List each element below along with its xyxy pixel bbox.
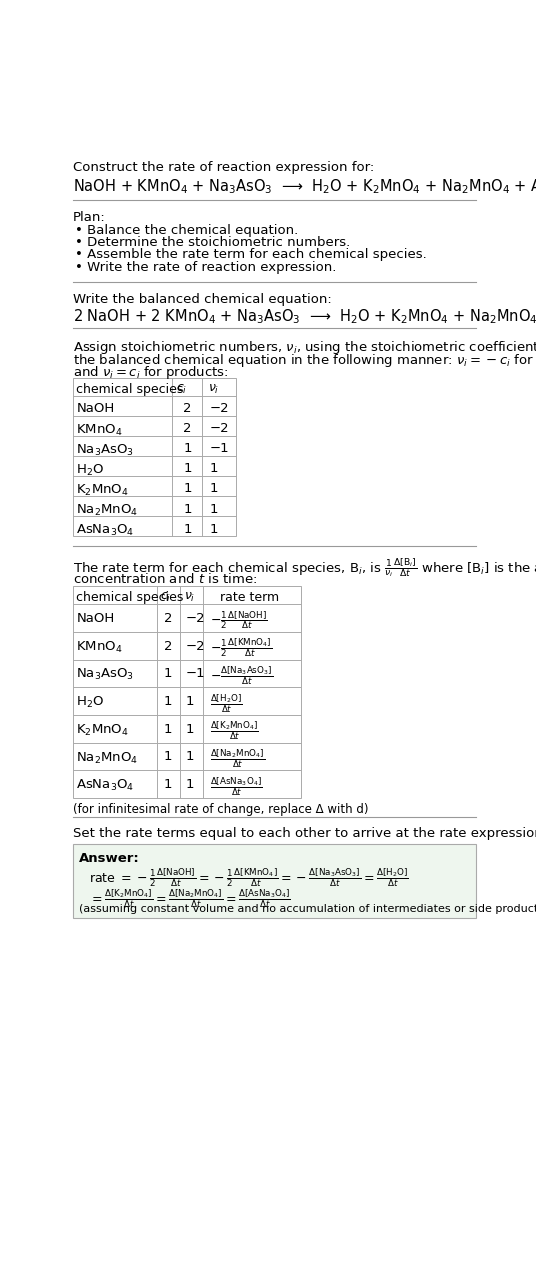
- Bar: [73, 586, 301, 798]
- Text: chemical species: chemical species: [76, 591, 184, 604]
- Text: $-\frac{\Delta[\mathrm{Na_3AsO_3}]}{\Delta t}$: $-\frac{\Delta[\mathrm{Na_3AsO_3}]}{\Del…: [210, 664, 273, 687]
- Text: H$_2$O: H$_2$O: [76, 463, 105, 478]
- Text: 1: 1: [183, 522, 192, 535]
- Text: 1: 1: [185, 695, 194, 708]
- Text: Construct the rate of reaction expression for:: Construct the rate of reaction expressio…: [73, 161, 375, 175]
- Text: NaOH: NaOH: [76, 402, 115, 416]
- Text: • Assemble the rate term for each chemical species.: • Assemble the rate term for each chemic…: [75, 249, 427, 261]
- Text: −1: −1: [210, 443, 229, 455]
- Text: 1: 1: [185, 751, 194, 763]
- Text: $\frac{\Delta[\mathrm{AsNa_3O_4}]}{\Delta t}$: $\frac{\Delta[\mathrm{AsNa_3O_4}]}{\Delt…: [210, 775, 262, 798]
- Text: −2: −2: [210, 402, 229, 416]
- Text: rate $= -\frac{1}{2}\frac{\Delta[\mathrm{NaOH}]}{\Delta t} = -\frac{1}{2}\frac{\: rate $= -\frac{1}{2}\frac{\Delta[\mathrm…: [88, 866, 408, 889]
- Text: 2: 2: [164, 639, 173, 653]
- Text: KMnO$_4$: KMnO$_4$: [76, 639, 123, 654]
- Text: $\nu_i$: $\nu_i$: [184, 591, 196, 604]
- Text: 1: 1: [164, 751, 173, 763]
- Bar: [73, 844, 476, 918]
- Text: (assuming constant volume and no accumulation of intermediates or side products): (assuming constant volume and no accumul…: [79, 904, 536, 914]
- Text: NaOH + KMnO$_4$ + Na$_3$AsO$_3$  ⟶  H$_2$O + K$_2$MnO$_4$ + Na$_2$MnO$_4$ + AsNa: NaOH + KMnO$_4$ + Na$_3$AsO$_3$ ⟶ H$_2$O…: [73, 176, 536, 195]
- Text: NaOH: NaOH: [76, 612, 115, 625]
- Text: 1: 1: [210, 502, 218, 516]
- Text: 1: 1: [210, 483, 218, 496]
- Text: K$_2$MnO$_4$: K$_2$MnO$_4$: [76, 723, 129, 738]
- Text: The rate term for each chemical species, B$_i$, is $\frac{1}{\nu_i}\frac{\Delta[: The rate term for each chemical species,…: [73, 557, 536, 579]
- Text: $\frac{\Delta[\mathrm{Na_2MnO_4}]}{\Delta t}$: $\frac{\Delta[\mathrm{Na_2MnO_4}]}{\Delt…: [210, 747, 265, 770]
- Text: 1: 1: [164, 667, 173, 681]
- Text: Na$_2$MnO$_4$: Na$_2$MnO$_4$: [76, 502, 138, 517]
- Text: −2: −2: [210, 422, 229, 435]
- Text: rate term: rate term: [220, 591, 280, 604]
- Text: 1: 1: [164, 695, 173, 708]
- Text: 1: 1: [185, 723, 194, 735]
- Text: $\frac{\Delta[\mathrm{H_2O}]}{\Delta t}$: $\frac{\Delta[\mathrm{H_2O}]}{\Delta t}$: [210, 692, 242, 715]
- Text: 1: 1: [164, 779, 173, 791]
- Text: Na$_3$AsO$_3$: Na$_3$AsO$_3$: [76, 667, 135, 682]
- Text: 1: 1: [210, 463, 218, 476]
- Text: 1: 1: [183, 483, 192, 496]
- Text: −2: −2: [185, 639, 205, 653]
- Text: 1: 1: [164, 723, 173, 735]
- Text: • Determine the stoichiometric numbers.: • Determine the stoichiometric numbers.: [75, 236, 350, 249]
- Text: $-\frac{1}{2}\frac{\Delta[\mathrm{NaOH}]}{\Delta t}$: $-\frac{1}{2}\frac{\Delta[\mathrm{NaOH}]…: [210, 609, 267, 630]
- Text: $c_i$: $c_i$: [176, 383, 188, 397]
- Text: the balanced chemical equation in the following manner: $\nu_i = -c_i$ for react: the balanced chemical equation in the fo…: [73, 351, 536, 369]
- Text: • Write the rate of reaction expression.: • Write the rate of reaction expression.: [75, 261, 336, 274]
- Text: 1: 1: [183, 443, 192, 455]
- Text: $= \frac{\Delta[\mathrm{K_2MnO_4}]}{\Delta t} = \frac{\Delta[\mathrm{Na_2MnO_4}]: $= \frac{\Delta[\mathrm{K_2MnO_4}]}{\Del…: [88, 888, 291, 910]
- Text: −1: −1: [185, 667, 205, 681]
- Text: Write the balanced chemical equation:: Write the balanced chemical equation:: [73, 293, 332, 306]
- Text: −2: −2: [185, 612, 205, 625]
- Text: 2 NaOH + 2 KMnO$_4$ + Na$_3$AsO$_3$  ⟶  H$_2$O + K$_2$MnO$_4$ + Na$_2$MnO$_4$ + : 2 NaOH + 2 KMnO$_4$ + Na$_3$AsO$_3$ ⟶ H$…: [73, 307, 536, 326]
- Text: $-\frac{1}{2}\frac{\Delta[\mathrm{KMnO_4}]}{\Delta t}$: $-\frac{1}{2}\frac{\Delta[\mathrm{KMnO_4…: [210, 637, 272, 659]
- Text: Plan:: Plan:: [73, 210, 106, 223]
- Text: 1: 1: [183, 463, 192, 476]
- Text: concentration and $t$ is time:: concentration and $t$ is time:: [73, 572, 257, 586]
- Text: (for infinitesimal rate of change, replace Δ with d): (for infinitesimal rate of change, repla…: [73, 803, 369, 815]
- Text: $\frac{\Delta[\mathrm{K_2MnO_4}]}{\Delta t}$: $\frac{\Delta[\mathrm{K_2MnO_4}]}{\Delta…: [210, 720, 258, 742]
- Text: $\nu_i$: $\nu_i$: [208, 383, 219, 397]
- Text: AsNa$_3$O$_4$: AsNa$_3$O$_4$: [76, 779, 135, 794]
- Text: 2: 2: [183, 422, 192, 435]
- Bar: [73, 378, 236, 536]
- Text: and $\nu_i = c_i$ for products:: and $\nu_i = c_i$ for products:: [73, 364, 229, 380]
- Text: Answer:: Answer:: [79, 852, 140, 865]
- Text: 1: 1: [210, 522, 218, 535]
- Text: Assign stoichiometric numbers, $\nu_i$, using the stoichiometric coefficients, $: Assign stoichiometric numbers, $\nu_i$, …: [73, 340, 536, 356]
- Text: chemical species: chemical species: [76, 383, 184, 396]
- Text: KMnO$_4$: KMnO$_4$: [76, 422, 123, 437]
- Text: H$_2$O: H$_2$O: [76, 695, 105, 710]
- Text: 1: 1: [185, 779, 194, 791]
- Text: Set the rate terms equal to each other to arrive at the rate expression:: Set the rate terms equal to each other t…: [73, 828, 536, 841]
- Text: 1: 1: [183, 502, 192, 516]
- Text: AsNa$_3$O$_4$: AsNa$_3$O$_4$: [76, 522, 135, 538]
- Text: 2: 2: [183, 402, 192, 416]
- Text: Na$_2$MnO$_4$: Na$_2$MnO$_4$: [76, 751, 138, 766]
- Text: • Balance the chemical equation.: • Balance the chemical equation.: [75, 223, 298, 237]
- Text: K$_2$MnO$_4$: K$_2$MnO$_4$: [76, 483, 129, 497]
- Text: Na$_3$AsO$_3$: Na$_3$AsO$_3$: [76, 443, 135, 458]
- Text: $c_i$: $c_i$: [160, 591, 172, 604]
- Text: 2: 2: [164, 612, 173, 625]
